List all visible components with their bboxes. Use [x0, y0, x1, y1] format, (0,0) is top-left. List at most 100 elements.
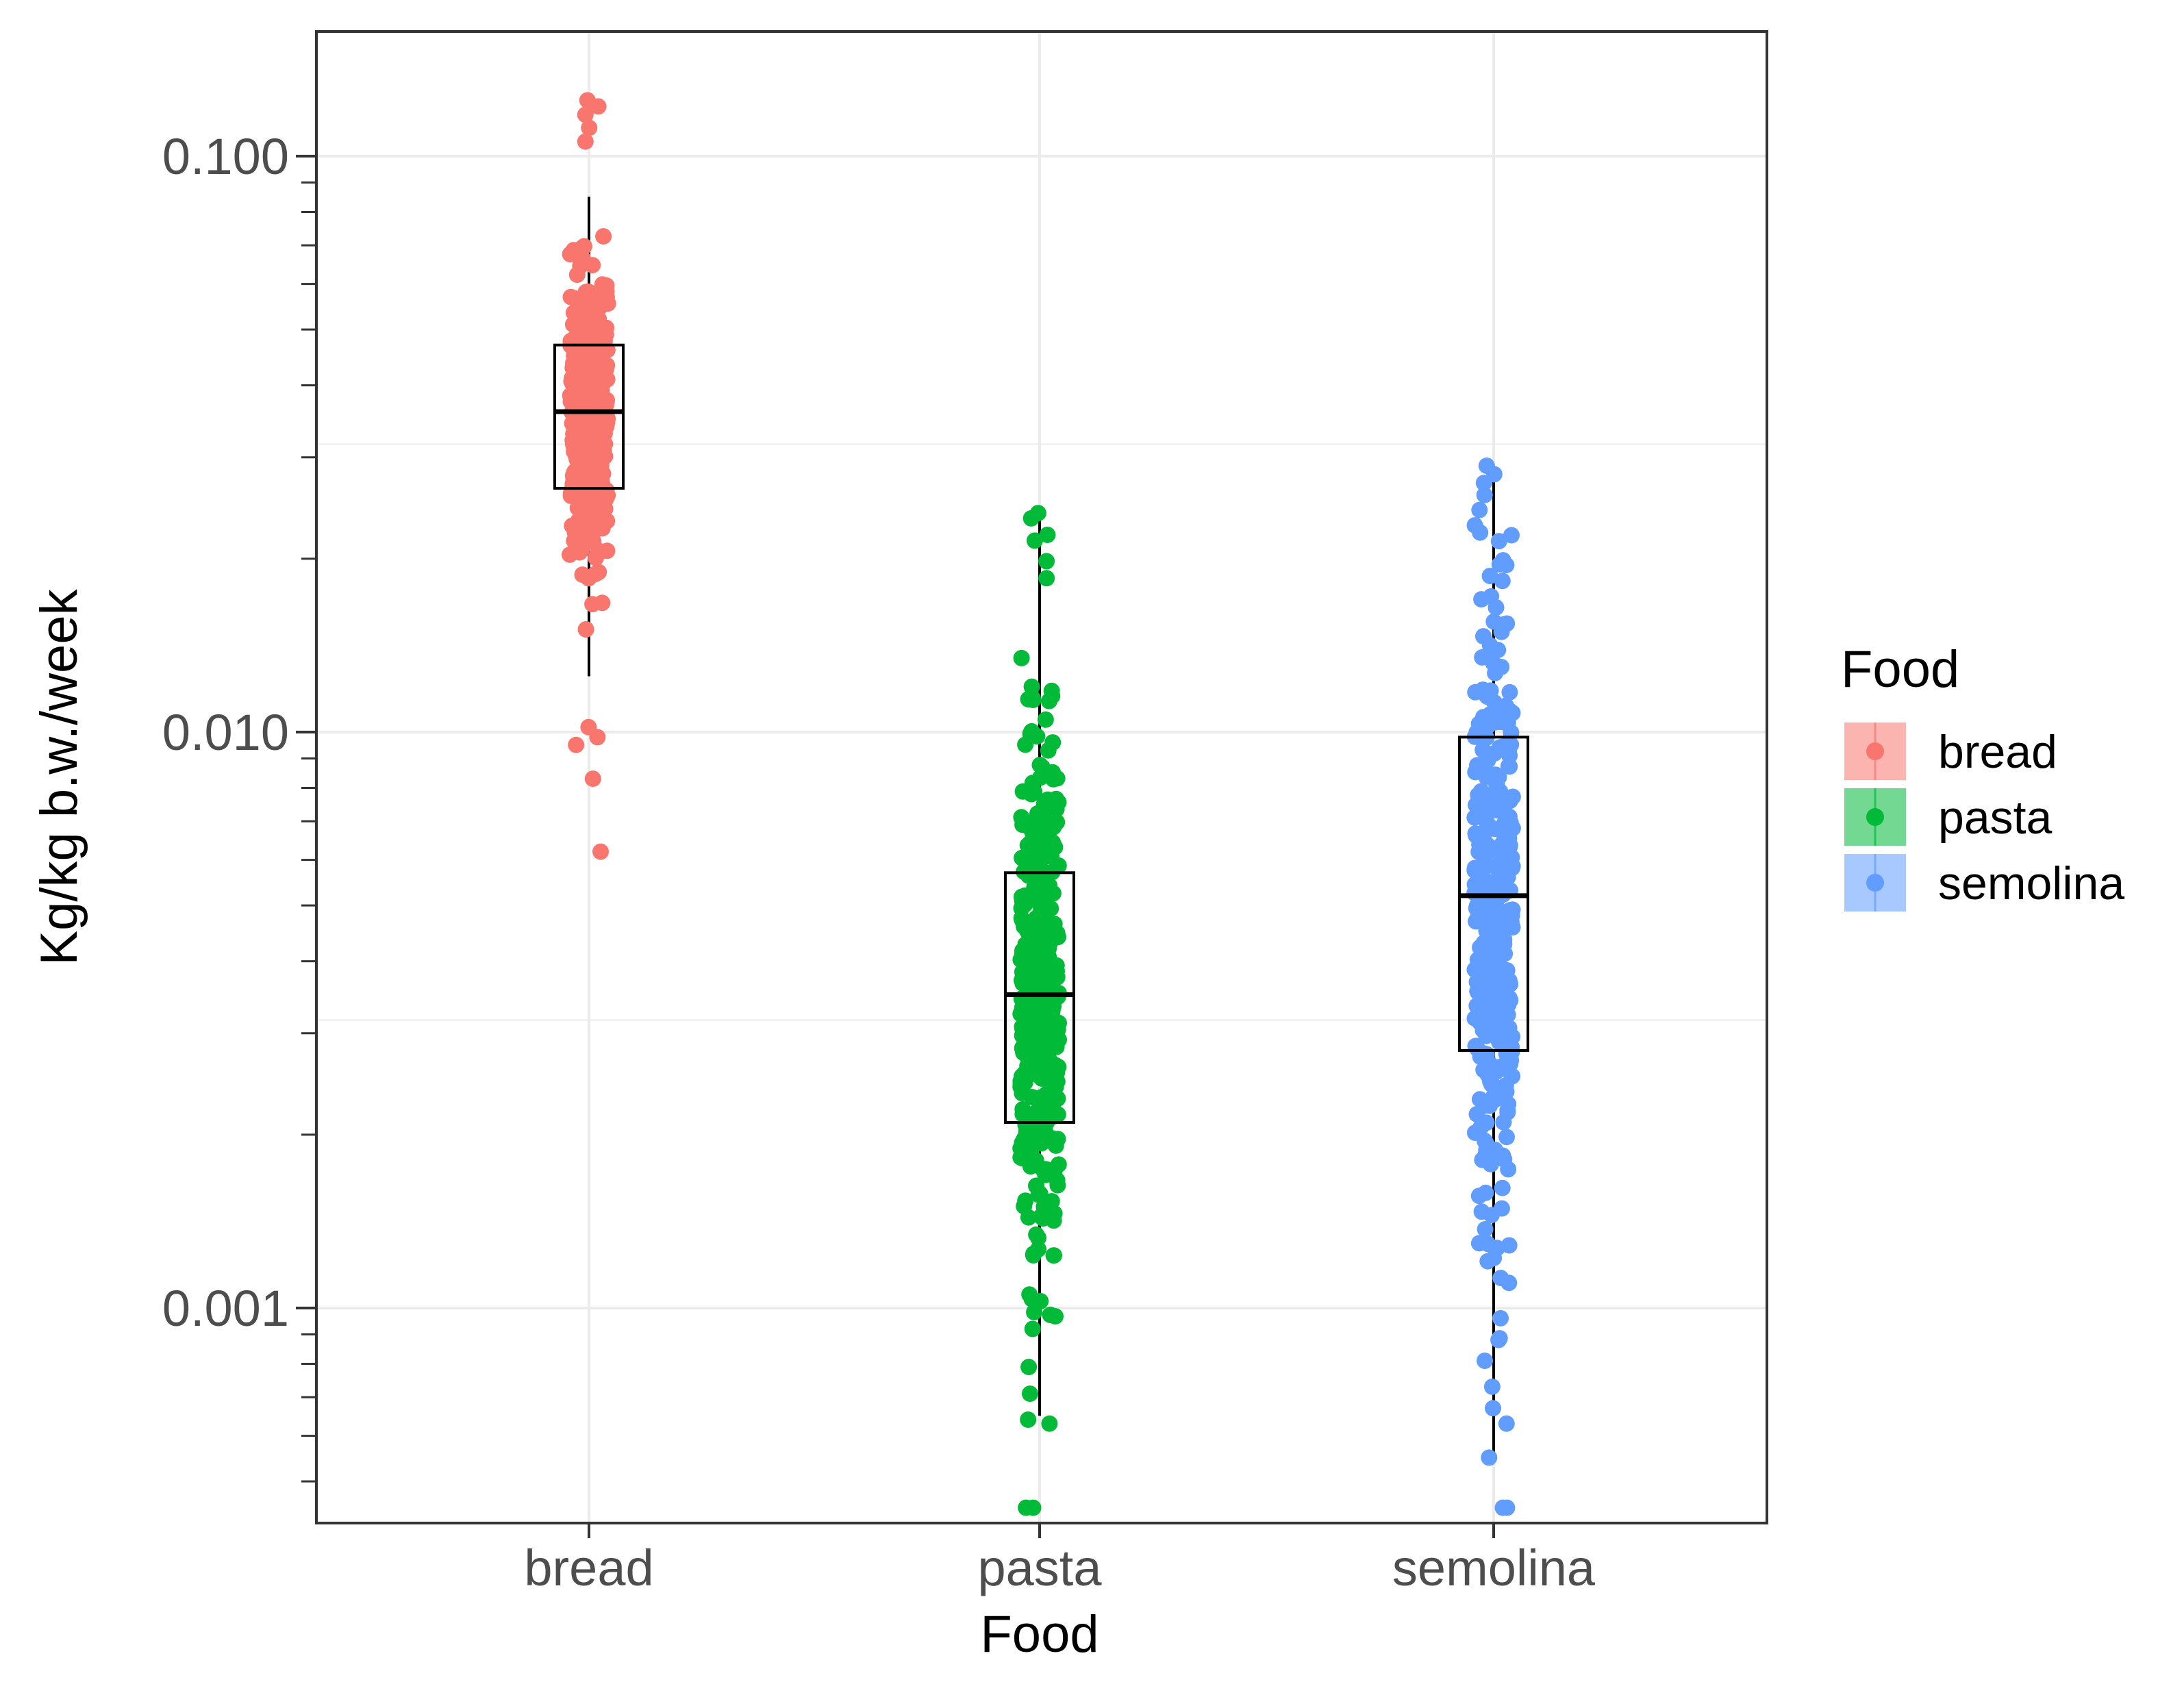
data-point [1497, 697, 1514, 714]
y-tick-label: 0.001 [162, 1280, 289, 1337]
data-point [1483, 1378, 1501, 1395]
data-point [1045, 818, 1062, 835]
data-point [1490, 1331, 1507, 1348]
data-point [584, 770, 601, 788]
data-point [1013, 649, 1030, 666]
data-point [1477, 1353, 1493, 1369]
data-point [1476, 1045, 1493, 1062]
data-point [1475, 475, 1492, 492]
data-point [1476, 486, 1493, 503]
data-point [1038, 570, 1055, 587]
data-point [1048, 957, 1065, 974]
data-point [1467, 683, 1484, 701]
data-point [1501, 1237, 1518, 1254]
x-axis-title: Food [980, 1605, 1099, 1663]
data-point [1030, 1229, 1046, 1246]
data-point [1473, 994, 1490, 1010]
data-point [1481, 568, 1498, 584]
data-point [1025, 1245, 1042, 1262]
data-point [1496, 738, 1513, 755]
data-point [1485, 1400, 1501, 1417]
data-point [580, 420, 597, 438]
data-point [1496, 616, 1513, 633]
data-point [1037, 1052, 1054, 1068]
data-point [1503, 849, 1520, 866]
data-point [1490, 642, 1507, 659]
data-point [587, 566, 604, 582]
x-tick-label: bread [524, 1540, 653, 1596]
data-point [1481, 1097, 1498, 1114]
data-point [1472, 801, 1489, 818]
data-point [1500, 1096, 1517, 1113]
legend-key-dot [1866, 808, 1884, 826]
data-point [1500, 757, 1517, 775]
data-point [1496, 911, 1514, 928]
data-point [1475, 839, 1492, 856]
data-point [1493, 659, 1510, 675]
data-point [1471, 501, 1488, 518]
data-point [1037, 711, 1054, 728]
data-point [566, 386, 583, 403]
data-point [1492, 1309, 1509, 1327]
legend-label-bread: bread [1938, 726, 2057, 778]
data-point [571, 311, 588, 328]
data-point [590, 389, 607, 406]
data-point [596, 365, 613, 381]
panel-border [315, 30, 1768, 1524]
data-point [1032, 1010, 1049, 1027]
y-tick-label: 0.010 [162, 704, 289, 761]
legend-label-semolina: semolina [1938, 857, 2124, 909]
data-point [1482, 1156, 1499, 1173]
data-point [1472, 939, 1489, 956]
data-point [1502, 814, 1519, 831]
data-point [1045, 1247, 1062, 1264]
data-point [1016, 896, 1033, 913]
data-point [1496, 980, 1513, 997]
data-point [1041, 1415, 1058, 1432]
data-point [1498, 557, 1515, 574]
y-axis: 0.001 0.010 0.100 [162, 128, 316, 1483]
data-point [1024, 1320, 1041, 1337]
data-point [1012, 1077, 1029, 1094]
data-point [1469, 951, 1486, 968]
data-point [592, 289, 610, 306]
data-point [1023, 786, 1040, 803]
data-point [1498, 962, 1516, 979]
data-point [1029, 728, 1046, 745]
data-point [572, 257, 589, 275]
data-point [1488, 1143, 1505, 1160]
data-point [1481, 1449, 1498, 1466]
y-axis-title: Kg/kg b.w./week [30, 588, 88, 965]
legend-key-dot [1866, 742, 1884, 760]
data-point [1498, 1499, 1516, 1516]
data-point [1049, 1177, 1066, 1194]
data-point [1470, 1187, 1488, 1205]
data-point [1474, 742, 1492, 759]
legend: Food bread pasta semolina [1841, 640, 2124, 912]
data-point [581, 455, 598, 472]
data-point [565, 425, 582, 442]
data-point [1497, 709, 1514, 726]
data-point [1040, 742, 1057, 759]
data-point [1478, 1114, 1495, 1131]
data-point [1045, 1212, 1062, 1229]
data-point [580, 288, 597, 305]
data-point [1477, 1221, 1494, 1237]
data-point [1466, 517, 1483, 534]
data-point [1043, 1193, 1060, 1210]
data-point [594, 438, 612, 455]
legend-key-dot [1866, 874, 1884, 892]
data-point [1029, 505, 1046, 522]
data-point [1022, 1385, 1038, 1403]
data-point [562, 288, 579, 305]
data-point [577, 133, 594, 150]
data-point [1490, 533, 1507, 550]
x-axis: bread pasta semolina [524, 1523, 1596, 1596]
data-point [1498, 1129, 1515, 1146]
data-point [1468, 900, 1485, 917]
data-point [1466, 859, 1483, 877]
data-point [1032, 1293, 1049, 1309]
data-point [1044, 796, 1062, 814]
data-point [1488, 780, 1505, 797]
y-tick-label: 0.100 [162, 128, 289, 185]
